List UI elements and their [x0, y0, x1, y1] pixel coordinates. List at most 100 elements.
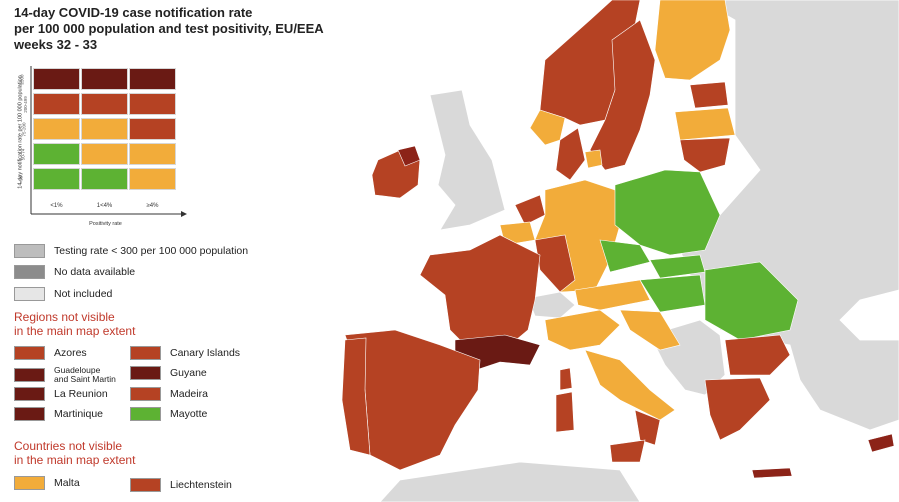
legend-label: Not included: [54, 288, 113, 300]
matrix-row-label: ≥500: [19, 74, 25, 85]
legend-swatch: [130, 478, 161, 492]
country-label: Malta: [54, 477, 80, 489]
region-guadeloupe: Guadeloupe and Saint Martin: [14, 366, 116, 384]
map-italy-south: [634, 409, 661, 446]
region-label: La Reunion: [54, 388, 108, 400]
matrix-cell: [81, 143, 128, 165]
map-sicily: [609, 439, 646, 463]
region-label-line-2: and Saint Martin: [54, 374, 116, 384]
map-sweden: [589, 19, 656, 171]
map-hungary: [639, 274, 706, 313]
region-guyane: Guyane: [130, 366, 207, 380]
region-mayotte: Mayotte: [130, 407, 207, 421]
map-corsica: [559, 367, 573, 391]
map-switzerland: [527, 291, 576, 319]
legend-no-data: No data available: [14, 265, 135, 279]
matrix-cell: [129, 93, 176, 115]
map-austria: [574, 279, 651, 311]
legend-not-included: Not included: [14, 287, 112, 301]
matrix-cell: [129, 118, 176, 140]
legend-label: Testing rate < 300 per 100 000 populatio…: [54, 245, 249, 257]
regions-heading-line-1: Regions not visible: [14, 310, 115, 324]
title-line-1: 14-day COVID-19 case notification rate: [14, 5, 253, 20]
map-norway-south: [529, 109, 566, 146]
map-latvia: [674, 107, 736, 141]
matrix-cell: [33, 118, 80, 140]
matrix-row-label: <50: [18, 175, 24, 184]
region-label-line-1: Guadeloupe: [54, 365, 101, 375]
legend-swatch: [130, 366, 161, 380]
map-northern-ireland: [397, 145, 421, 167]
map-title: 14-day COVID-19 case notification rate p…: [14, 5, 394, 53]
matrix-row-label: 75-200: [21, 122, 27, 137]
map-crete: [751, 467, 793, 479]
region-label: Canary Islands: [170, 347, 241, 359]
region-label: Madeira: [170, 388, 208, 400]
region-label: Guadeloupe and Saint Martin: [54, 366, 116, 384]
legend-swatch: [130, 407, 161, 421]
legend-swatch: [14, 387, 45, 401]
regions-heading: Regions not visible in the main map exte…: [14, 310, 135, 338]
map-uk: [429, 89, 506, 231]
matrix-col-label: <1%: [50, 203, 63, 209]
region-azores: Azores: [14, 346, 87, 360]
region-canary-islands: Canary Islands: [130, 346, 240, 360]
legend-swatch: [130, 346, 161, 360]
legend-swatch: [130, 387, 161, 401]
legend-swatch: [14, 244, 45, 258]
map-czechia: [599, 239, 651, 273]
title-line-3: weeks 32 - 33: [14, 37, 98, 52]
matrix-cell: [81, 93, 128, 115]
map-poland: [614, 169, 721, 256]
region-la-reunion: La Reunion: [14, 387, 108, 401]
matrix-cell: [81, 118, 128, 140]
map-cyprus: [867, 433, 895, 453]
map-italy: [584, 349, 676, 421]
matrix-axes: [30, 66, 187, 217]
map-romania: [704, 261, 799, 341]
map-france: [419, 234, 541, 351]
map-north-africa: [379, 461, 641, 502]
matrix-col-label: ≥4%: [146, 203, 159, 209]
map-portugal: [341, 337, 371, 456]
matrix-row-label: 200-499: [22, 96, 28, 113]
map-lithuania: [679, 137, 731, 173]
matrix-col-label: 1<4%: [96, 203, 113, 209]
regions-heading-line-2: in the main map extent: [14, 324, 136, 338]
legend-swatch: [14, 287, 45, 301]
map-netherlands: [514, 194, 546, 226]
map-denmark-islands: [584, 149, 603, 169]
countries-heading-line-1: Countries not visible: [14, 439, 123, 453]
country-malta: Malta: [14, 476, 80, 490]
legend-label: No data available: [54, 266, 136, 278]
matrix-cell: [81, 168, 128, 190]
region-label: Azores: [54, 347, 87, 359]
region-madeira: Madeira: [130, 387, 208, 401]
matrix-cell: [129, 68, 176, 90]
matrix-cell: [33, 93, 80, 115]
map-finland: [654, 0, 731, 81]
legend-swatch: [14, 476, 45, 490]
map-sardinia: [555, 391, 575, 433]
matrix-cell: [33, 143, 80, 165]
legend-swatch: [14, 407, 45, 421]
country-liechtenstein: Liechtenstein: [130, 478, 232, 492]
region-martinique: Martinique: [14, 407, 103, 421]
region-label: Guyane: [170, 367, 207, 379]
map-denmark: [555, 127, 586, 181]
matrix-cell: [81, 68, 128, 90]
matrix-x-label: Positivity rate: [89, 221, 122, 227]
map-greece: [704, 377, 771, 441]
map-estonia: [689, 81, 729, 109]
countries-heading: Countries not visible in the main map ex…: [14, 439, 135, 467]
country-label: Liechtenstein: [170, 479, 232, 491]
map-slovenia-croatia: [619, 309, 681, 351]
legend-swatch: [14, 368, 45, 382]
matrix-cell: [129, 143, 176, 165]
title-line-2: per 100 000 population and test positivi…: [14, 21, 324, 36]
region-label: Martinique: [54, 408, 104, 420]
legend-testing-low: Testing rate < 300 per 100 000 populatio…: [14, 244, 248, 258]
legend-swatch: [14, 346, 45, 360]
matrix-cell: [129, 168, 176, 190]
